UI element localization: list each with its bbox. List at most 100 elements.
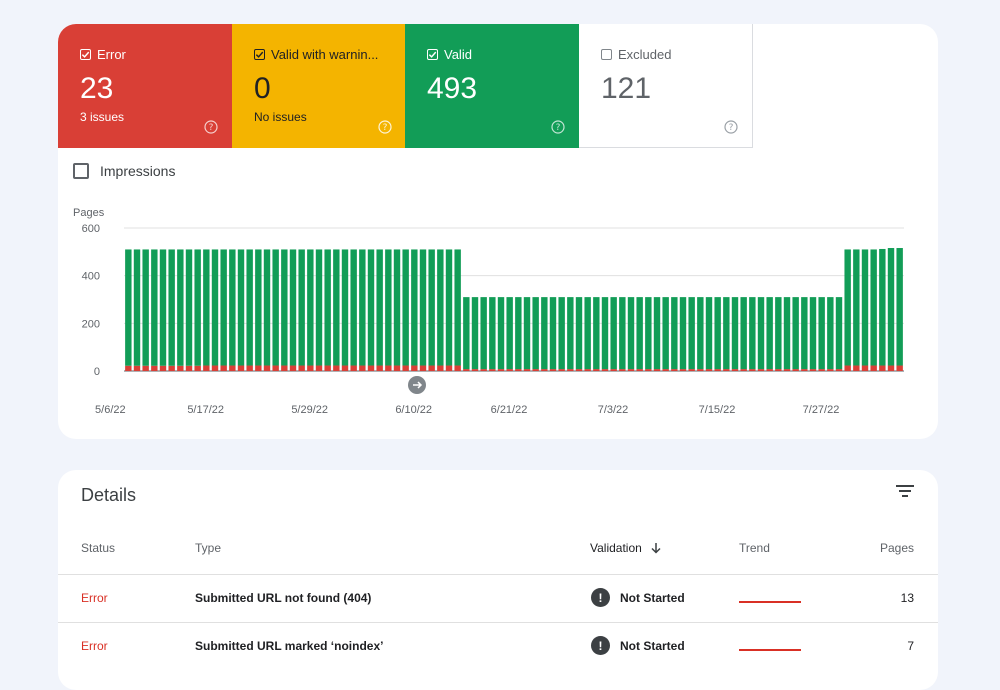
- bar-valid[interactable]: [827, 297, 834, 370]
- bar-valid[interactable]: [792, 297, 799, 370]
- bar-valid[interactable]: [315, 249, 323, 366]
- bar-valid[interactable]: [385, 249, 392, 366]
- bar-valid[interactable]: [896, 248, 903, 366]
- bar-valid[interactable]: [801, 297, 808, 370]
- bar-error[interactable]: [662, 369, 669, 371]
- bar-valid[interactable]: [159, 249, 167, 366]
- bar-valid[interactable]: [818, 297, 825, 370]
- bar-error[interactable]: [740, 369, 747, 371]
- bar-error[interactable]: [705, 369, 713, 371]
- bar-valid[interactable]: [263, 249, 271, 366]
- bar-valid[interactable]: [688, 297, 695, 370]
- bar-valid[interactable]: [662, 297, 669, 370]
- bar-error[interactable]: [671, 369, 678, 371]
- bar-error[interactable]: [593, 369, 600, 371]
- bar-valid[interactable]: [151, 249, 158, 366]
- bar-error[interactable]: [376, 365, 383, 371]
- bar-error[interactable]: [879, 365, 886, 371]
- bar-error[interactable]: [307, 365, 314, 371]
- bar-error[interactable]: [133, 365, 141, 371]
- bar-valid[interactable]: [211, 249, 219, 366]
- bar-valid[interactable]: [480, 297, 487, 370]
- bar-error[interactable]: [125, 365, 132, 371]
- error-tile[interactable]: Error 23 3 issues ?: [58, 24, 232, 148]
- bar-valid[interactable]: [281, 249, 288, 366]
- bar-error[interactable]: [237, 365, 245, 371]
- error-checkbox[interactable]: [80, 49, 91, 60]
- bar-valid[interactable]: [393, 249, 401, 366]
- bar-valid[interactable]: [333, 249, 340, 366]
- bar-error[interactable]: [723, 369, 730, 371]
- bar-valid[interactable]: [367, 249, 375, 366]
- bar-error[interactable]: [645, 369, 652, 371]
- bar-error[interactable]: [159, 365, 167, 371]
- bar-valid[interactable]: [246, 249, 253, 366]
- bar-valid[interactable]: [428, 249, 435, 366]
- bar-error[interactable]: [367, 365, 375, 371]
- bar-error[interactable]: [575, 369, 583, 371]
- bar-valid[interactable]: [584, 297, 591, 370]
- bar-valid[interactable]: [809, 297, 817, 370]
- bar-valid[interactable]: [419, 249, 427, 366]
- bar-valid[interactable]: [194, 249, 201, 366]
- bar-valid[interactable]: [697, 297, 704, 370]
- bar-valid[interactable]: [437, 249, 444, 366]
- bar-valid[interactable]: [619, 297, 626, 370]
- bar-valid[interactable]: [870, 249, 877, 366]
- bar-error[interactable]: [697, 369, 704, 371]
- bar-error[interactable]: [211, 365, 219, 371]
- bar-valid[interactable]: [844, 249, 851, 366]
- bar-error[interactable]: [142, 365, 149, 371]
- bar-error[interactable]: [601, 369, 609, 371]
- bar-error[interactable]: [255, 365, 262, 371]
- bar-valid[interactable]: [601, 297, 609, 370]
- bar-error[interactable]: [783, 369, 791, 371]
- bar-error[interactable]: [298, 365, 305, 371]
- bar-valid[interactable]: [879, 248, 886, 366]
- bar-error[interactable]: [471, 369, 479, 371]
- bar-valid[interactable]: [610, 297, 617, 370]
- bar-error[interactable]: [480, 369, 487, 371]
- bar-valid[interactable]: [229, 249, 236, 366]
- bar-valid[interactable]: [411, 249, 418, 366]
- bar-valid[interactable]: [237, 249, 245, 366]
- bar-error[interactable]: [341, 365, 349, 371]
- bar-valid[interactable]: [324, 249, 331, 366]
- bar-valid[interactable]: [731, 297, 739, 370]
- bar-valid[interactable]: [185, 249, 193, 366]
- bar-valid[interactable]: [515, 297, 522, 370]
- bar-error[interactable]: [385, 365, 392, 371]
- bar-error[interactable]: [853, 365, 860, 371]
- bar-valid[interactable]: [723, 297, 730, 370]
- bar-valid[interactable]: [203, 249, 210, 366]
- bar-error[interactable]: [454, 365, 461, 371]
- bar-error[interactable]: [445, 365, 453, 371]
- help-circle-icon[interactable]: ?: [378, 120, 392, 134]
- bar-valid[interactable]: [714, 297, 721, 370]
- bar-error[interactable]: [523, 369, 531, 371]
- bar-valid[interactable]: [454, 249, 461, 366]
- bar-valid[interactable]: [220, 249, 227, 366]
- bar-error[interactable]: [489, 369, 496, 371]
- bar-error[interactable]: [844, 365, 851, 371]
- bar-error[interactable]: [463, 369, 470, 371]
- bar-valid[interactable]: [532, 297, 539, 370]
- column-header-type[interactable]: Type: [195, 541, 222, 555]
- bar-valid[interactable]: [523, 297, 531, 370]
- bar-error[interactable]: [333, 365, 340, 371]
- bar-error[interactable]: [619, 369, 626, 371]
- bar-valid[interactable]: [887, 248, 895, 366]
- bar-error[interactable]: [679, 369, 687, 371]
- bar-valid[interactable]: [125, 249, 132, 366]
- bar-error[interactable]: [861, 365, 869, 371]
- help-circle-icon[interactable]: ?: [724, 120, 738, 134]
- bar-valid[interactable]: [567, 297, 574, 370]
- bar-error[interactable]: [515, 369, 522, 371]
- bar-valid[interactable]: [402, 249, 409, 366]
- bar-error[interactable]: [428, 365, 435, 371]
- bar-error[interactable]: [185, 365, 193, 371]
- bar-valid[interactable]: [740, 297, 747, 370]
- bar-error[interactable]: [393, 365, 401, 371]
- bar-error[interactable]: [350, 365, 357, 371]
- bar-error[interactable]: [688, 369, 695, 371]
